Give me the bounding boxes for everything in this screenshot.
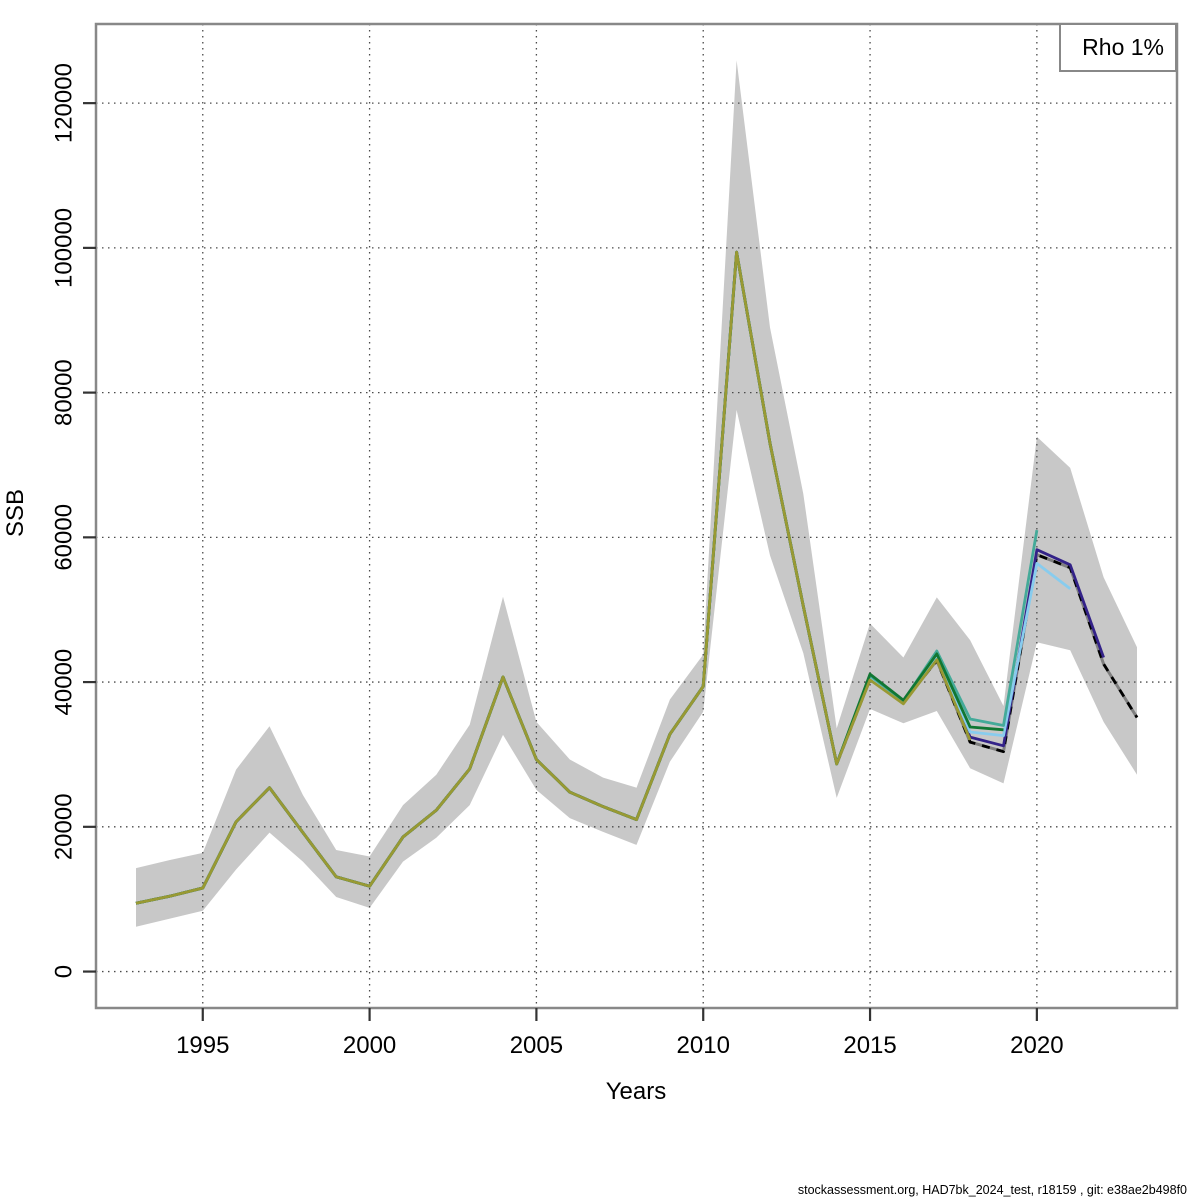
y-tick-label: 0 — [50, 965, 77, 978]
y-tick-label: 80000 — [51, 359, 78, 426]
y-tick-label: 40000 — [50, 649, 77, 716]
watermark-text: stockassessment.org, HAD7bk_2024_test, r… — [797, 1183, 1187, 1197]
y-tick-label: 100000 — [50, 208, 77, 288]
confidence-band — [136, 60, 1137, 927]
y-axis-title: SSB — [2, 488, 29, 538]
x-tick-label: 2020 — [1010, 1032, 1063, 1059]
plot-border — [94, 22, 1179, 1010]
y-tick-label: 20000 — [51, 793, 78, 860]
y-tick-label: 120000 — [51, 63, 78, 143]
x-tick-label: 2005 — [510, 1032, 563, 1059]
x-tick-label: 2000 — [343, 1032, 396, 1059]
x-axis-title: Years — [605, 1078, 667, 1105]
y-tick-label: 60000 — [51, 504, 78, 571]
x-tick-label: 2010 — [677, 1032, 730, 1059]
legend-label: Rho 1% — [1082, 34, 1164, 60]
x-tick-label: 1995 — [176, 1032, 229, 1059]
legend-box: Rho 1% — [1059, 23, 1177, 72]
retro-peel-line — [135, 250, 972, 905]
x-tick-label: 2015 — [843, 1032, 896, 1059]
